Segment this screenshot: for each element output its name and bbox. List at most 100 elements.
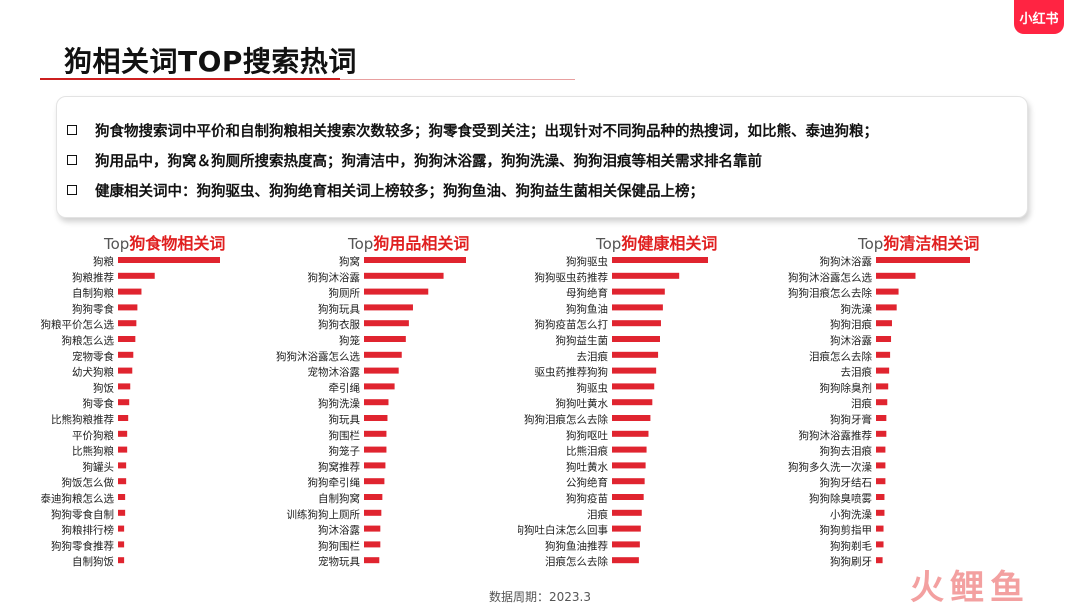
title-area: 狗相关词TOP搜索热词: [40, 36, 600, 84]
category-label: 狗吐黄水: [566, 460, 608, 473]
category-label: 狗狗驱虫: [566, 255, 608, 268]
bar: [612, 367, 657, 374]
category-label: 狗洗澡: [841, 302, 873, 315]
category-label: 泰迪狗粮怎么选: [41, 492, 115, 505]
bar: [876, 525, 884, 532]
page-title: 狗相关词TOP搜索热词: [64, 45, 357, 78]
category-label: 狗狗鱼油: [566, 302, 608, 315]
bar: [118, 272, 155, 279]
summary-bullet: 狗用品中，狗窝＆狗厕所搜索热度高；狗清洁中，狗狗沐浴露，狗狗洗澡、狗狗泪痕等相关…: [67, 145, 1027, 175]
bar: [876, 367, 890, 374]
bar: [612, 557, 639, 564]
category-label: 狗狗零食推荐: [51, 539, 114, 552]
bar: [118, 509, 126, 516]
category-label: 狗狗零食: [72, 302, 114, 315]
category-label: 狗罐头: [83, 460, 115, 473]
category-label: 狗狗多久洗一次澡: [788, 460, 872, 473]
chart-health: Top狗健康相关词 狗狗驱虫狗狗驱虫药推荐母狗绝育狗狗鱼油狗狗疫苗怎么打狗狗益生…: [518, 230, 778, 575]
category-label: 狗狗衣服: [318, 318, 360, 331]
summary-text: 狗用品中，狗窝＆狗厕所搜索热度高；狗清洁中，狗狗沐浴露，狗狗洗澡、狗狗泪痕等相关…: [95, 153, 762, 170]
bar: [876, 446, 886, 453]
bar: [364, 399, 389, 406]
category-label: 去泪痕: [841, 366, 873, 379]
bar: [612, 494, 644, 500]
category-label: 狗狗泪痕: [830, 318, 872, 331]
bar: [364, 336, 406, 342]
watermark-logo: 火鲤鱼: [910, 568, 1030, 606]
bar: [876, 478, 886, 485]
category-label: 狗狗吐白沫怎么回事: [518, 524, 608, 537]
bar: [118, 446, 128, 453]
category-label: 狗饭怎么做: [62, 476, 115, 489]
bar: [364, 462, 386, 469]
bar: [118, 541, 125, 548]
brand-logo: 小红书: [1014, 0, 1064, 34]
category-label: 狗狗疫苗怎么打: [535, 318, 609, 331]
chart-title-prefix: Top: [348, 235, 374, 253]
category-label: 狗狗去泪痕: [820, 445, 873, 458]
bar: [118, 557, 125, 564]
bar: [876, 430, 887, 437]
category-label: 狗粮: [93, 255, 114, 268]
bar: [612, 336, 660, 342]
title-underline: [40, 78, 340, 80]
category-label: 狗狗驱虫药推荐: [535, 271, 609, 284]
bar: [876, 541, 884, 548]
category-label: 自制狗饭: [72, 555, 114, 568]
bar: [364, 494, 383, 500]
category-label: 狗狗围栏: [318, 539, 360, 552]
bar: [364, 557, 380, 564]
bar: [876, 557, 883, 564]
chart-svg: 狗狗沐浴露狗狗沐浴露怎么选狗狗泪痕怎么去除狗洗澡狗狗泪痕狗沐浴露泪痕怎么去除去泪…: [788, 255, 970, 568]
bar: [364, 288, 429, 295]
chart-title: Top狗清洁相关词: [858, 230, 979, 254]
category-label: 母狗绝育: [566, 287, 608, 300]
category-label: 狗围栏: [329, 429, 361, 442]
bar: [876, 415, 887, 421]
category-label: 狗狗刷牙: [830, 555, 872, 568]
bar: [612, 351, 659, 358]
category-label: 狗狗沐浴露: [308, 271, 361, 284]
bar: [876, 462, 886, 469]
chart-title: Top狗健康相关词: [596, 230, 717, 254]
category-label: 狗粮平价怎么选: [41, 318, 115, 331]
chart-title-prefix: Top: [596, 235, 622, 253]
category-label: 狗狗零食自制: [51, 508, 114, 521]
category-label: 比熊狗粮推荐: [51, 413, 114, 426]
category-label: 狗狗益生菌: [556, 334, 609, 347]
category-label: 狗玩具: [329, 413, 361, 426]
chart-title-main: 狗清洁相关词: [883, 234, 980, 253]
bar: [612, 509, 642, 516]
bar: [118, 336, 136, 342]
category-label: 幼犬狗粮: [72, 366, 114, 379]
bar: [876, 383, 889, 390]
category-label: 狗沐浴露: [830, 334, 872, 347]
bar: [876, 509, 885, 516]
summary-box: 狗食物搜索词中平价和自制狗粮相关搜索次数较多；狗零食受到关注；出现针对不同狗品种…: [56, 96, 1028, 218]
bar: [612, 415, 651, 421]
category-label: 狗狗沐浴露怎么选: [276, 350, 360, 363]
category-label: 自制狗窝: [318, 492, 360, 505]
chart-supplies: Top狗用品相关词 狗窝 狗狗沐浴露 狗厕所 狗狗玩具 狗狗衣服 狗笼 狗狗沐浴露怎么选 宠物…: [270, 230, 530, 575]
category-label: 狗狗剪指甲: [820, 524, 873, 537]
category-label: 狗狗玩具: [318, 302, 360, 315]
chart-title-prefix: Top: [858, 235, 884, 253]
bar: [364, 541, 381, 548]
category-label: 狗狗沐浴露: [820, 255, 873, 268]
category-label: 狗狗牙结石: [820, 476, 873, 489]
category-label: 平价狗粮: [72, 429, 114, 442]
category-label: 自制狗粮: [72, 287, 114, 300]
bar: [118, 494, 126, 500]
bar: [612, 304, 663, 311]
bar: [118, 257, 220, 263]
category-label: 驱虫药推荐狗狗: [535, 366, 609, 379]
chart-food: Top狗食物相关词 狗粮 狗粮推荐 自制狗粮 狗狗零食 狗粮平价怎么选 狗粮怎么选 宠物零食…: [34, 230, 294, 575]
category-label: 去泪痕: [577, 350, 609, 363]
bar: [876, 272, 916, 279]
category-label: 狗狗除臭喷雾: [809, 492, 872, 505]
category-label: 狗笼: [339, 334, 360, 347]
category-label: 狗狗泪痕怎么去除: [788, 287, 872, 300]
summary-bullet: 狗食物搜索词中平价和自制狗粮相关搜索次数较多；狗零食受到关注；出现针对不同狗品种…: [67, 115, 1027, 145]
bar: [118, 415, 129, 421]
category-label: 公狗绝育: [566, 476, 608, 489]
